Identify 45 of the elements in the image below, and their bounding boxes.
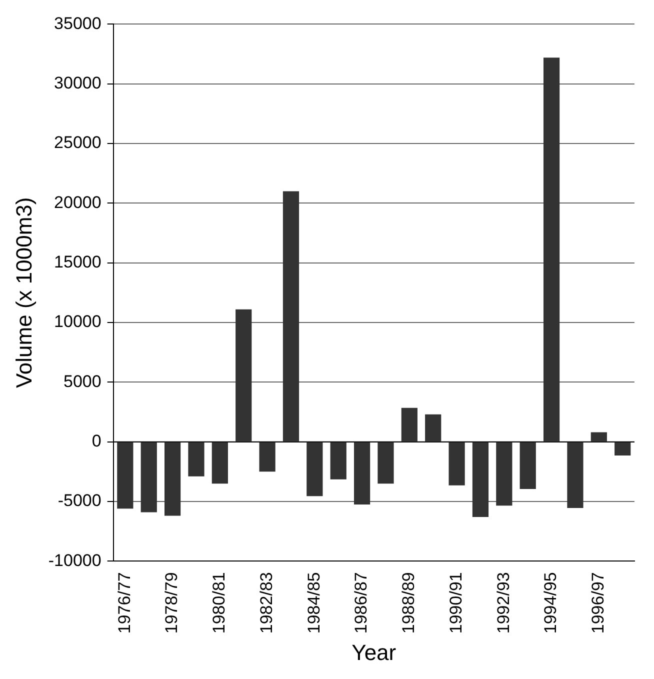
bar [425,414,442,442]
bar [188,442,204,476]
bar [212,442,228,484]
bar [448,442,465,486]
x-tick-label: 1996/97 [588,572,608,634]
x-tick-label: 1990/91 [446,572,466,634]
y-tick-label: 15000 [54,252,102,272]
y-tick-label: 5000 [64,372,102,391]
y-tick-label: -10000 [48,550,102,570]
y-tick-label: 35000 [54,14,102,33]
y-tick-label: 0 [92,432,102,451]
bar [590,432,607,442]
x-tick-label: 1992/93 [494,572,513,634]
y-tick-label: 25000 [54,133,102,152]
x-tick-label: 1984/85 [304,572,324,634]
bar [472,442,489,517]
bar [354,442,370,504]
x-tick-label: 1978/79 [162,572,182,634]
x-tick-label: 1982/83 [256,572,276,634]
bar [496,442,512,506]
x-tick-label: 1980/81 [210,572,229,634]
y-tick-label: 20000 [54,192,102,212]
x-axis-title: Year [352,640,396,665]
y-axis-title: Volume (x 1000m3) [11,197,36,388]
x-tick-label: 1988/89 [399,572,418,634]
bar [543,58,560,442]
bar [520,442,536,489]
bar [378,442,394,484]
bar [259,442,276,472]
bar [306,442,323,496]
y-tick-label: 30000 [54,74,102,93]
y-tick-label: 10000 [54,312,102,332]
bar [282,191,300,442]
bar [236,309,252,442]
bar [330,442,346,480]
bar [401,408,418,442]
y-tick-label: -5000 [58,491,102,510]
bar [140,442,157,512]
bar [117,442,134,509]
x-tick-label: 1994/95 [541,572,560,634]
bar [614,442,631,456]
x-tick-label: 1986/87 [352,572,371,634]
bar [567,442,584,508]
bar [164,442,181,516]
x-tick-label: 1976/77 [114,572,134,634]
